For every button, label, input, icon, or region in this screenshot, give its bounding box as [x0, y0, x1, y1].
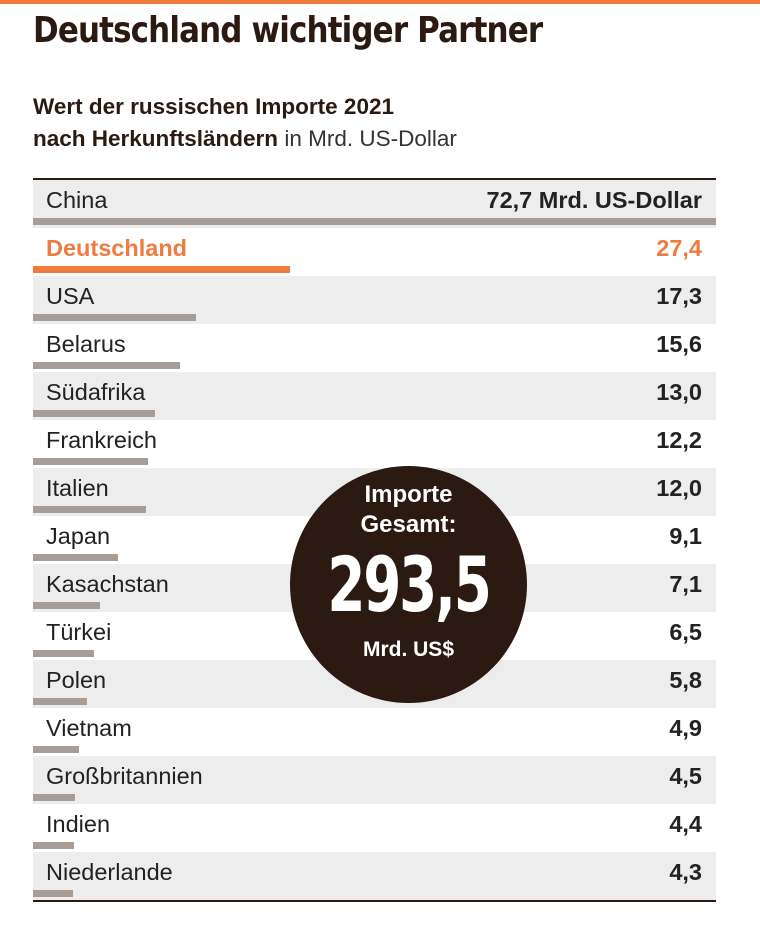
total-label-line-2: Gesamt: [360, 511, 457, 538]
value-label: 4,9 [669, 715, 702, 741]
category-label: Südafrika [46, 379, 146, 405]
value-label: 17,3 [656, 283, 702, 309]
value-label: 72,7 Mrd. US-Dollar [486, 187, 702, 213]
category-label: Vietnam [46, 715, 132, 741]
chart-subtitle: Wert der russischen Importe 2021 nach He… [33, 91, 457, 155]
chart-row: Frankreich 12,2 [33, 420, 716, 468]
bar [33, 698, 87, 705]
chart-title: Deutschland wichtiger Partner [33, 10, 543, 51]
subtitle-unit: in Mrd. US-Dollar [284, 126, 457, 151]
category-label: China [46, 187, 108, 213]
chart-row: Vietnam 4,9 [33, 708, 716, 756]
total-unit: Mrd. US$ [362, 638, 454, 661]
bar [33, 842, 74, 849]
subtitle-line-2: nach Herkunftsländern [33, 126, 279, 151]
value-label: 4,5 [669, 763, 702, 789]
bar [33, 650, 94, 657]
bar [33, 410, 155, 417]
chart-row: Indien 4,4 [33, 804, 716, 852]
value-label: 9,1 [669, 523, 702, 549]
value-label: 13,0 [656, 379, 702, 405]
bar [33, 506, 146, 513]
category-label: Polen [46, 667, 107, 693]
category-label: Belarus [46, 331, 126, 357]
total-label-line-1: Importe [364, 481, 453, 508]
category-label: Japan [46, 523, 111, 549]
bar [33, 746, 79, 753]
category-label: Frankreich [46, 427, 158, 453]
chart-row: Deutschland 27,4 [33, 228, 716, 276]
value-label: 5,8 [669, 667, 702, 693]
total-value: 293,5 [327, 540, 491, 629]
total-circle: Importe Gesamt: 293,5 Mrd. US$ [290, 466, 527, 703]
category-label: USA [46, 283, 95, 309]
chart-row: Belarus 15,6 [33, 324, 716, 372]
value-label: 4,3 [669, 859, 702, 885]
bar [33, 602, 100, 609]
bar [33, 554, 118, 561]
value-label: 7,1 [669, 571, 702, 597]
bar [33, 314, 196, 321]
bar [33, 794, 75, 801]
value-label: 6,5 [669, 619, 702, 645]
chart-row: Türkei 6,5 [33, 612, 716, 660]
chart-row: Niederlande 4,3 [33, 852, 716, 900]
top-accent-line [0, 0, 760, 4]
value-label: 12,0 [656, 475, 702, 501]
bar [33, 890, 73, 897]
category-label: Türkei [46, 619, 112, 645]
subtitle-line-1: Wert der russischen Importe 2021 [33, 94, 394, 119]
chart-row: Großbritannien 4,5 [33, 756, 716, 804]
category-label: Kasachstan [46, 571, 169, 597]
value-label: 12,2 [656, 427, 702, 453]
value-label: 4,4 [669, 811, 702, 837]
chart-row: Südafrika 13,0 [33, 372, 716, 420]
value-label: 15,6 [656, 331, 702, 357]
category-label: Deutschland [46, 235, 188, 261]
bar [33, 218, 716, 225]
category-label: Niederlande [46, 859, 173, 885]
bar [33, 362, 180, 369]
category-label: Großbritannien [46, 763, 203, 789]
table-bottom-border [33, 900, 716, 902]
value-label: 27,4 [656, 235, 702, 261]
category-label: Italien [46, 475, 109, 501]
chart-row: USA 17,3 [33, 276, 716, 324]
bar [33, 458, 148, 465]
table-top-border [33, 178, 716, 180]
bar [33, 266, 290, 273]
chart-row: Japan 9,1 [33, 516, 716, 564]
chart-row: China 72,7 Mrd. US-Dollar [33, 180, 716, 228]
category-label: Indien [46, 811, 111, 837]
